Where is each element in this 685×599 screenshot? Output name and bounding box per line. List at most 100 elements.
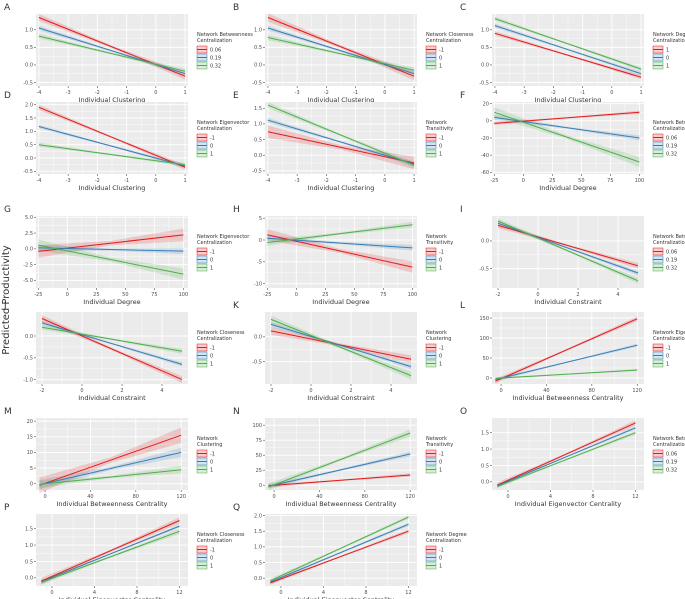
x-tick-label: -2 <box>95 178 100 184</box>
legend-title-line: Centralization <box>197 38 232 44</box>
x-tick-label: -2 <box>324 90 329 96</box>
x-tick-label: -2 <box>324 178 329 184</box>
legend-entry-label: 0 <box>210 144 213 150</box>
y-tick-label: 1.5 <box>254 529 262 535</box>
x-tick-label: 0 <box>383 178 386 184</box>
panel-label: M <box>4 407 12 417</box>
series-line-1 <box>497 224 639 267</box>
x-tick-label: 25 <box>322 292 328 298</box>
legend-title-line: Network <box>426 330 447 336</box>
x-tick-label: 25 <box>93 292 99 298</box>
x-tick-label: 12 <box>632 494 638 500</box>
series-line-1 <box>41 318 183 381</box>
x-tick-label: 2 <box>120 388 123 394</box>
legend-entry-label: 1 <box>210 266 213 272</box>
panel-K: K -2 0 2 4 -0.5 0.0 Individual Constraint Networ… <box>233 301 451 402</box>
legend-entry-label: -1 <box>210 346 215 352</box>
legend-title-line: Centralization <box>653 240 685 246</box>
y-tick-label: 0 <box>486 119 489 125</box>
series-line-3 <box>267 224 413 244</box>
x-tick-label: 1 <box>183 90 186 96</box>
x-tick-label: 40 <box>316 494 322 500</box>
y-tick-label: -10 <box>254 281 262 287</box>
y-tick-label: 0.0 <box>25 247 33 253</box>
legend-entry-label: 1 <box>439 266 442 272</box>
y-tick-label: -1.0 <box>23 377 33 383</box>
x-tick-label: -3 <box>66 178 71 184</box>
x-tick-label: 0 <box>80 388 83 394</box>
legend-entry-label: 1 <box>439 468 442 474</box>
y-tick-label: -0.5 <box>23 356 33 362</box>
y-tick-label: -0.5 <box>252 80 262 86</box>
x-axis-label: Individual Degree <box>312 298 369 306</box>
series-line-3 <box>41 530 180 583</box>
x-axis-label: Individual Clustering <box>79 96 146 104</box>
y-tick-label: 0 <box>486 376 489 382</box>
y-tick-label: -0.5 <box>479 266 489 272</box>
series-line-2 <box>267 119 415 165</box>
series-line-3 <box>38 244 184 275</box>
y-tick-label: 0.0 <box>25 156 33 162</box>
x-axis-label: Individual Constraint <box>534 298 602 306</box>
x-tick-label: -25 <box>490 178 498 184</box>
panel-label: E <box>233 91 239 101</box>
series-line-3 <box>267 37 415 71</box>
legend-entry-label: -1 <box>210 250 215 256</box>
legend-entry-label: -1 <box>666 346 671 352</box>
legend-title-line: Network <box>426 436 447 442</box>
legend-entry-label: 0.32 <box>666 266 677 272</box>
y-tick-label: 0.5 <box>254 45 262 51</box>
legend-entry-label: 1 <box>666 64 669 70</box>
legend-entry-label: 0.06 <box>210 48 221 54</box>
y-tick-label: 0 <box>30 482 33 488</box>
x-axis-label: Individual Betweenness Centrality <box>57 500 168 508</box>
legend-entry-label: 0.19 <box>666 258 677 264</box>
x-tick-label: 4 <box>549 494 552 500</box>
y-tick-label: 1.0 <box>25 543 33 549</box>
y-tick-label: 0.5 <box>254 560 262 566</box>
x-axis-label: Individual Eigenvector Centrality <box>59 596 166 599</box>
x-tick-label: 12 <box>176 590 182 596</box>
series-line-3 <box>270 516 409 582</box>
panel-P: P 0 4 8 12 0.0 0.5 1.0 1.5 Individual Eigenvector… <box>4 503 245 599</box>
legend-entry-label: -1 <box>439 346 444 352</box>
series-line-2 <box>497 427 636 487</box>
x-tick-label: -1 <box>124 178 129 184</box>
series-line-3 <box>494 111 640 163</box>
x-tick-label: -1 <box>580 90 585 96</box>
y-tick-label: 25 <box>256 468 262 474</box>
x-tick-label: 100 <box>179 292 189 298</box>
x-tick-label: 0 <box>295 292 298 298</box>
y-tick-label: 0.5 <box>25 559 33 565</box>
legend-entry-label: 1 <box>210 362 213 368</box>
legend-title-line: Centralization <box>426 538 461 544</box>
y-tick-label: 1.0 <box>481 447 489 453</box>
legend-entry-label: -1 <box>439 548 444 554</box>
legend-title-line: Network Betweenness <box>653 436 685 442</box>
legend-entry-label: 0 <box>439 460 442 466</box>
x-tick-label: 80 <box>133 494 139 500</box>
x-axis-label: Individual Betweenness Centrality <box>286 500 397 508</box>
series-line-3 <box>38 144 186 166</box>
legend-title-line: Network Degree <box>426 532 467 538</box>
panel-label: P <box>4 503 10 513</box>
x-tick-label: 1 <box>183 178 186 184</box>
legend-title-line: Centralization <box>197 336 232 342</box>
legend-entry-label: 0.32 <box>666 152 677 158</box>
x-axis-label: Individual Degree <box>539 184 596 192</box>
x-tick-label: 8 <box>364 590 367 596</box>
y-tick-label: 1.5 <box>25 116 33 122</box>
series-line-3 <box>39 469 182 485</box>
y-tick-label: 1.0 <box>254 122 262 128</box>
x-tick-label: 40 <box>87 494 93 500</box>
y-tick-label: 50 <box>256 453 262 459</box>
y-tick-label: 0.0 <box>25 334 33 340</box>
panel-label: J <box>3 301 7 311</box>
legend-entry-label: 1 <box>210 468 213 474</box>
x-tick-label: -2 <box>95 90 100 96</box>
panel-C: C -4 -3 -2 -1 0 1 -0.5 0.0 0.5 1.0 Individual Clust… <box>460 3 685 104</box>
series-line-1 <box>39 434 182 486</box>
x-tick-label: 50 <box>578 178 584 184</box>
